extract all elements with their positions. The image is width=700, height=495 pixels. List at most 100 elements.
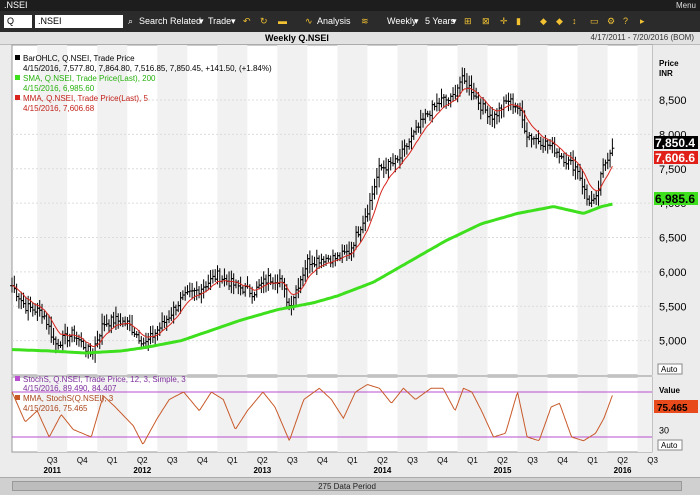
- price-axis-title: Price: [659, 59, 679, 68]
- mma-line: [11, 87, 613, 348]
- interval-select[interactable]: Weekly: [387, 16, 417, 26]
- legend-mma-name: MMA, Q.NSEI, Trade Price(Last), 5: [23, 94, 148, 103]
- quarter-band: [37, 377, 68, 452]
- trade-chevron-down-icon[interactable]: ▾: [231, 16, 236, 26]
- scroll-right-icon[interactable]: ◆: [556, 16, 563, 26]
- studies-icon[interactable]: ≋: [361, 16, 369, 26]
- last-sma-label: 6,985.6: [655, 192, 695, 206]
- symbol-value: .NSEI: [38, 16, 62, 26]
- zoom-icon[interactable]: ⊞: [464, 16, 472, 26]
- ohlc-bar: [610, 138, 615, 157]
- price-tick-label: 7,500: [659, 164, 687, 176]
- legend-swatch-stoch: [15, 376, 20, 381]
- x-year-label: 2011: [44, 466, 62, 475]
- x-year-label: 2013: [253, 466, 271, 475]
- last-price-label-bg: [654, 136, 698, 149]
- last-stoch-label-bg: [654, 400, 698, 413]
- sma-line: [12, 202, 613, 355]
- search-icon[interactable]: ⌕: [128, 16, 134, 26]
- chart-date-range: 4/17/2011 - 7/20/2016 (BOM): [590, 33, 694, 42]
- x-year-label: 2016: [614, 466, 632, 475]
- quarter-band: [637, 45, 652, 375]
- time-scroll-bar[interactable]: 275 Data Period: [12, 481, 682, 491]
- last-mma-label-bg: [654, 151, 698, 164]
- legend-mma-values: 4/15/2016, 7,606.68: [23, 104, 95, 113]
- legend-stoch-values: 4/15/2016, 89.490, 84.407: [23, 384, 117, 393]
- data-period-label: 275 Data Period: [318, 482, 376, 491]
- x-year-label: 2014: [374, 466, 392, 475]
- quote-type-select[interactable]: Q: [4, 15, 32, 28]
- price-tick-label: 8,500: [659, 95, 687, 107]
- quarter-band: [637, 377, 652, 452]
- folder-icon[interactable]: ▬: [278, 16, 287, 26]
- crosshair-icon[interactable]: ✛: [500, 16, 508, 26]
- related-chevron-down-icon[interactable]: ▾: [199, 16, 204, 26]
- quarter-band: [457, 45, 488, 375]
- quarter-band: [397, 377, 428, 452]
- price-auto-scale-button[interactable]: [657, 363, 683, 375]
- x-tick-label: Q1: [227, 456, 238, 465]
- symbol-input[interactable]: .NSEI: [35, 15, 123, 28]
- legend-stoch-name: StochS, Q.NSEI, Trade Price, 12, 3, Simp…: [23, 375, 186, 384]
- analysis-menu[interactable]: Analysis: [317, 16, 351, 26]
- undo-icon[interactable]: ↶: [243, 16, 251, 26]
- legend-sma-values: 4/15/2016, 6,985.60: [23, 84, 95, 93]
- price-axis-unit: INR: [659, 69, 673, 78]
- settings-icon[interactable]: ⚙: [607, 16, 616, 26]
- stoch-auto-label: Auto: [661, 441, 678, 450]
- legend-swatch-sma: [15, 75, 20, 80]
- analysis-icon[interactable]: ∿: [305, 16, 313, 26]
- quarter-band: [577, 377, 608, 452]
- x-tick-label: Q2: [137, 456, 148, 465]
- help-icon[interactable]: ?: [623, 16, 629, 26]
- price-tick-label: 6,000: [659, 267, 687, 279]
- quarter-band: [157, 377, 188, 452]
- x-tick-label: Q4: [77, 456, 88, 465]
- x-tick-label: Q3: [47, 456, 58, 465]
- stoch-auto-scale-button[interactable]: [657, 439, 683, 451]
- stoch-line: [11, 384, 613, 445]
- x-year-label: 2015: [494, 466, 512, 475]
- range-chevron-down-icon[interactable]: ▾: [452, 16, 457, 26]
- last-stoch-label: 75.465: [657, 403, 688, 414]
- x-tick-label: Q2: [617, 456, 628, 465]
- legend-bars-name: BarOHLC, Q.NSEI, Trade Price: [23, 54, 135, 63]
- x-tick-label: Q3: [167, 456, 178, 465]
- stoch-axis-title: Value: [659, 386, 680, 395]
- x-tick-label: Q3: [287, 456, 298, 465]
- related-menu[interactable]: Related: [170, 16, 202, 26]
- x-tick-label: Q3: [407, 456, 418, 465]
- x-tick-label: Q4: [317, 456, 328, 465]
- toolbar: Q .NSEI ⌕ Search Related ▾ Trade ▾ ↶ ↻ ▬…: [0, 11, 700, 32]
- legend-stoch-mma-name: MMA, StochS(Q.NSEI), 3: [23, 394, 114, 403]
- quote-type-label: Q: [7, 16, 15, 26]
- x-tick-label: Q2: [497, 456, 508, 465]
- menu-button[interactable]: Menu: [675, 1, 696, 10]
- legend-swatch-bars: [15, 55, 20, 60]
- x-tick-label: Q1: [107, 456, 118, 465]
- window-title-bar: .NSEI Menu: [0, 0, 700, 11]
- scroll-left-icon[interactable]: ◆: [540, 16, 547, 26]
- price-tick-label: 5,500: [659, 301, 687, 313]
- search-button[interactable]: Search: [139, 16, 168, 26]
- last-sma-label-bg: [654, 192, 698, 205]
- x-tick-label: Q3: [527, 456, 538, 465]
- fit-icon[interactable]: ↕: [572, 16, 577, 26]
- quarter-band: [217, 377, 248, 452]
- x-year-label: 2012: [133, 466, 151, 475]
- chart-title: Weekly Q.NSEI: [265, 33, 329, 43]
- bar-type-icon[interactable]: ▮: [516, 16, 521, 26]
- quarter-band: [337, 45, 368, 375]
- refresh-icon[interactable]: ↻: [260, 16, 268, 26]
- range-select[interactable]: 5 Years: [425, 16, 456, 26]
- print-icon[interactable]: ▭: [590, 16, 599, 26]
- price-auto-label: Auto: [661, 365, 678, 374]
- quarter-band: [277, 45, 308, 375]
- more-icon[interactable]: ▸: [640, 16, 645, 26]
- chart-style-icon[interactable]: ⊠: [482, 16, 490, 26]
- interval-chevron-down-icon[interactable]: ▾: [414, 16, 419, 26]
- trade-menu[interactable]: Trade: [208, 16, 232, 26]
- last-mma-label: 7,606.6: [655, 151, 695, 165]
- x-tick-label: Q4: [197, 456, 208, 465]
